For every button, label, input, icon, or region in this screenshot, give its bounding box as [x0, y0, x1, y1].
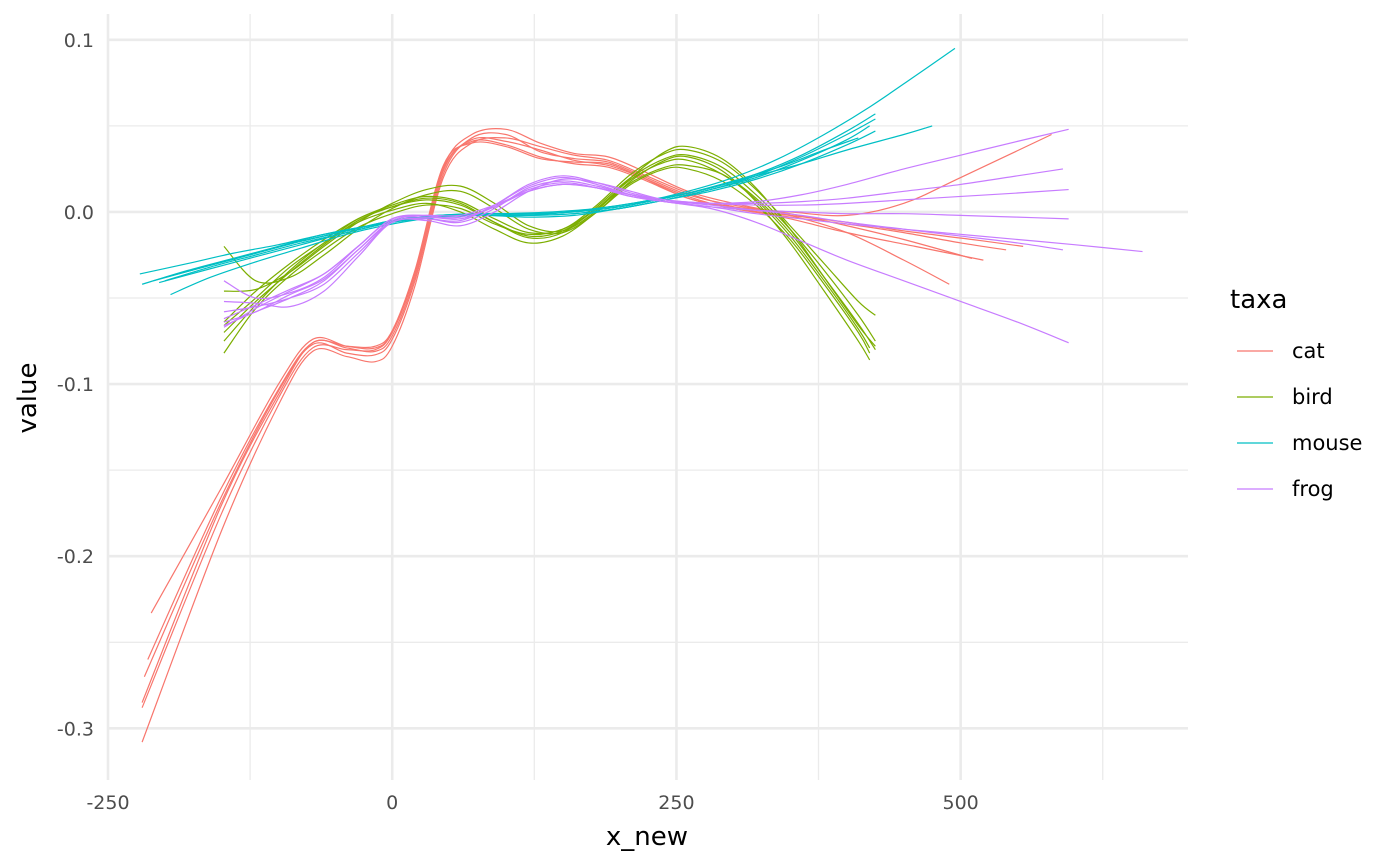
x-tick-label: 250 [658, 792, 694, 814]
y-tick-label: -0.1 [57, 374, 94, 396]
legend-entry-bird: bird [1237, 385, 1333, 409]
series-line-cat [150, 128, 950, 614]
series-line-frog [223, 178, 1064, 308]
x-tick-label: 500 [942, 792, 978, 814]
x-tick-label: -250 [86, 792, 129, 814]
series-line-frog [223, 175, 1069, 300]
y-tick-label: 0.1 [64, 30, 94, 52]
legend-entry-mouse: mouse [1237, 431, 1362, 455]
x-axis-tick-labels: -250 0 250 500 [86, 792, 978, 814]
series-line-mouse [141, 137, 859, 285]
series-line-mouse [170, 125, 870, 296]
series-line-bird [223, 158, 871, 349]
legend-label-cat: cat [1292, 339, 1325, 363]
y-tick-label: -0.2 [57, 546, 94, 568]
legend-entry-frog: frog [1237, 477, 1334, 501]
legend-entries: cat bird mouse frog [1237, 339, 1362, 501]
series-line-mouse [164, 130, 876, 282]
y-axis-title: value [13, 362, 43, 433]
legend-title: taxa [1230, 285, 1287, 315]
legend-entry-cat: cat [1237, 339, 1325, 363]
series-line-bird [223, 148, 876, 323]
legend-label-frog: frog [1292, 477, 1334, 501]
series-line-bird [223, 166, 871, 354]
grid-lines [106, 14, 1188, 780]
x-tick-label: 0 [386, 792, 398, 814]
series-lines [139, 47, 1143, 743]
series-line-cat [147, 133, 1052, 660]
y-tick-label: 0.0 [64, 202, 94, 224]
series-line-mouse [164, 125, 933, 278]
y-tick-label: -0.3 [57, 718, 94, 740]
series-line-frog [223, 176, 1143, 327]
series-line-frog [223, 180, 1069, 344]
series-line-bird [223, 155, 871, 361]
series-line-cat [141, 137, 1024, 703]
legend-label-mouse: mouse [1292, 431, 1362, 455]
legend-label-bird: bird [1292, 385, 1333, 409]
y-axis-tick-labels: -0.3 -0.2 -0.1 0.0 0.1 [57, 30, 94, 741]
series-line-bird [223, 164, 876, 354]
series-line-frog [223, 168, 1064, 320]
series-line-mouse [139, 47, 956, 275]
legend: taxa cat bird mouse frog [1230, 285, 1362, 501]
x-axis-title: x_new [606, 822, 688, 852]
series-line-frog [223, 128, 1069, 323]
